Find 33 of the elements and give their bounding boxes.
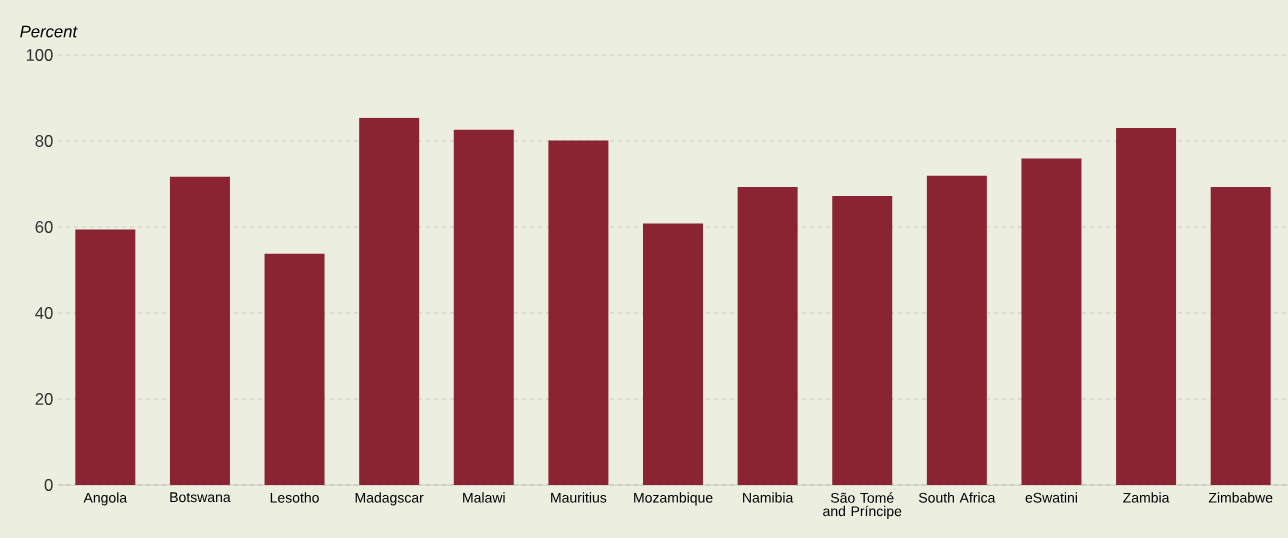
x-tick-label: eSwatini bbox=[1025, 492, 1077, 503]
bar bbox=[548, 140, 609, 485]
x-tick-label: South Africa bbox=[918, 492, 996, 503]
x-tick-label: Zambia bbox=[1123, 492, 1170, 503]
y-tick-label: 0 bbox=[44, 479, 53, 491]
bar bbox=[1116, 128, 1177, 485]
bar bbox=[737, 187, 798, 485]
y-axis-title: Percent bbox=[20, 25, 78, 38]
y-tick-label: 40 bbox=[35, 307, 53, 319]
bar bbox=[264, 253, 325, 485]
x-tick-label: Madagscar bbox=[355, 492, 424, 506]
y-tick-label: 80 bbox=[35, 135, 53, 147]
x-tick-label: Angola bbox=[83, 492, 128, 506]
y-tick-label: 60 bbox=[35, 221, 53, 233]
bar bbox=[75, 229, 136, 485]
x-tick-label: Botswana bbox=[170, 492, 231, 503]
x-tick-label: Mauritius bbox=[551, 492, 607, 503]
bar bbox=[832, 196, 893, 485]
x-tick-label: São Tomé and Príncipe bbox=[823, 492, 902, 519]
y-tick-label: 20 bbox=[35, 393, 53, 405]
y-tick-label: 100 bbox=[26, 49, 53, 61]
x-tick-label: Namibia bbox=[743, 492, 794, 503]
bar bbox=[1210, 187, 1271, 485]
bar bbox=[926, 175, 987, 485]
x-tick-label: Lesotho bbox=[270, 492, 319, 503]
x-tick-label: Zimbabwe bbox=[1208, 492, 1273, 503]
bar bbox=[453, 129, 514, 485]
bar bbox=[1021, 158, 1082, 485]
bar bbox=[643, 223, 704, 485]
bar bbox=[169, 176, 230, 485]
x-tick-label: Malawi bbox=[463, 492, 505, 503]
bar bbox=[359, 117, 420, 485]
x-tick-label: Mozambique bbox=[634, 492, 713, 506]
